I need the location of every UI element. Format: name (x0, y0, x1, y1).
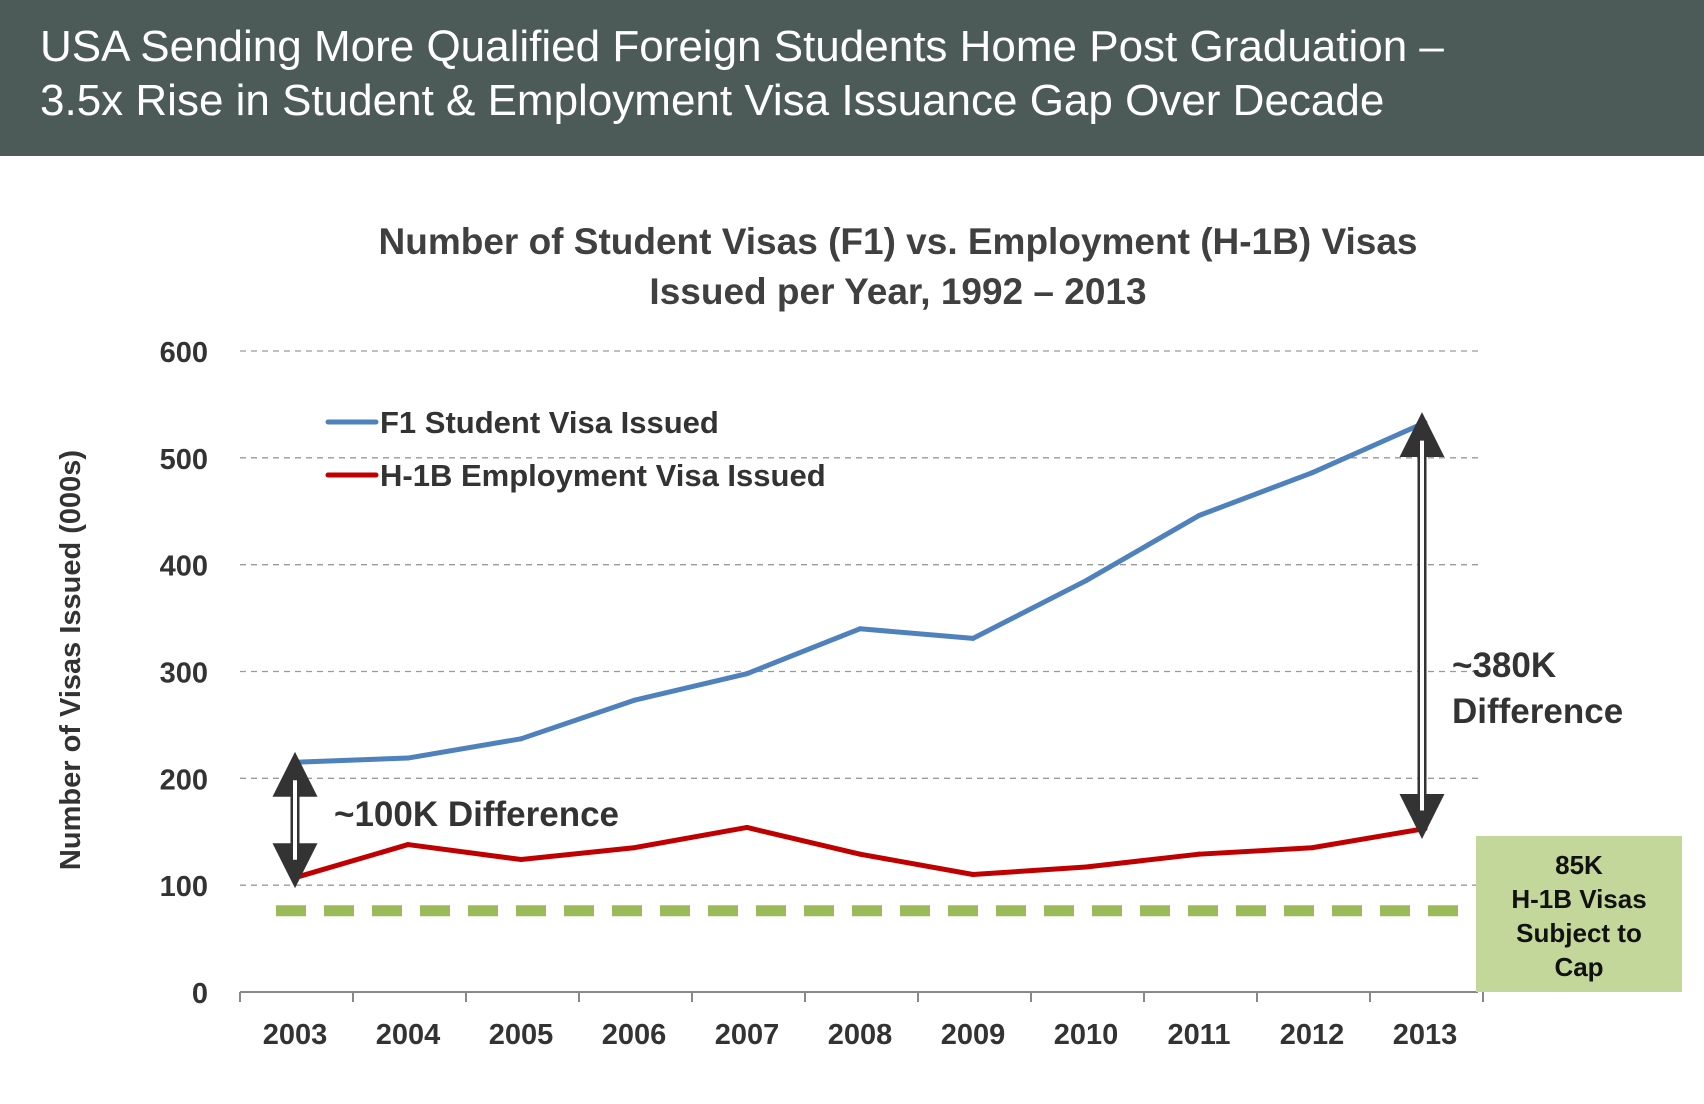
data-point (1309, 470, 1315, 476)
title-line-2: 3.5x Rise in Student & Employment Visa I… (40, 76, 1385, 125)
data-point (518, 857, 524, 863)
x-tick-label: 2013 (1393, 1019, 1458, 1051)
data-point (292, 875, 298, 881)
x-tick-label: 2008 (828, 1019, 893, 1051)
y-tick-label: 100 (160, 871, 208, 903)
y-tick-label: 0 (192, 978, 208, 1010)
y-tick-label: 200 (160, 764, 208, 796)
title-banner: USA Sending More Qualified Foreign Stude… (0, 0, 1704, 156)
data-point (292, 759, 298, 765)
x-tick-label: 2006 (602, 1019, 667, 1051)
data-point (744, 824, 750, 830)
x-tick-label: 2004 (376, 1019, 441, 1051)
x-tick-label: 2007 (715, 1019, 780, 1051)
data-point (857, 626, 863, 632)
cap-label-box (1476, 836, 1682, 992)
data-point (1422, 420, 1428, 426)
annotations: ~100K Difference ~380K Difference (272, 412, 1623, 889)
x-tick-label: 2003 (263, 1019, 328, 1051)
x-tick-label: 2009 (941, 1019, 1006, 1051)
data-point (1196, 851, 1202, 857)
data-point (744, 671, 750, 677)
data-point (1083, 864, 1089, 870)
data-point (405, 755, 411, 761)
legend-label: F1 Student Visa Issued (380, 405, 719, 440)
y-axis-label: Number of Visas Issued (000s) (55, 450, 87, 870)
difference-label: ~100K Difference (334, 795, 619, 834)
data-point (405, 842, 411, 848)
x-tick-label: 2005 (489, 1019, 554, 1051)
y-tick-label: 400 (160, 551, 208, 583)
cap-label-text: Cap (1554, 952, 1603, 982)
legend-label: H-1B Employment Visa Issued (380, 458, 826, 493)
series-lines (292, 420, 1428, 881)
cap-label-text: H-1B Visas (1511, 884, 1646, 914)
data-point (631, 845, 637, 851)
gridlines (240, 350, 1478, 886)
x-tick-label: 2010 (1054, 1019, 1119, 1051)
title-line-1: USA Sending More Qualified Foreign Stude… (40, 22, 1444, 71)
difference-label: Difference (1452, 692, 1623, 731)
y-tick-label: 600 (160, 337, 208, 369)
chart-title: Number of Student Visas (F1) vs. Employm… (379, 221, 1418, 262)
y-tick-label: 500 (160, 444, 208, 476)
legend: F1 Student Visa Issued H-1B Employment Vi… (325, 405, 826, 493)
axes: 0 100 200 300 400 500 600 2003 2004 2005 2006 2007 2… (160, 337, 1484, 1051)
cap-label-text: 85K (1555, 850, 1603, 880)
cap-label-text: Subject to (1516, 918, 1642, 948)
data-point (970, 871, 976, 877)
data-point (1422, 826, 1428, 832)
chart-subtitle: Issued per Year, 1992 – 2013 (649, 271, 1146, 312)
cap-reference: 85K H-1B Visas Subject to Cap (276, 836, 1682, 992)
data-point (1196, 513, 1202, 519)
x-tick-label: 2011 (1168, 1019, 1231, 1051)
data-point (1083, 578, 1089, 584)
data-point (857, 851, 863, 857)
y-tick-label: 300 (160, 658, 208, 690)
difference-label: ~380K (1452, 646, 1556, 685)
data-point (518, 736, 524, 742)
data-point (970, 635, 976, 641)
x-tick-label: 2012 (1280, 1019, 1345, 1051)
data-point (1309, 845, 1315, 851)
data-point (631, 697, 637, 703)
